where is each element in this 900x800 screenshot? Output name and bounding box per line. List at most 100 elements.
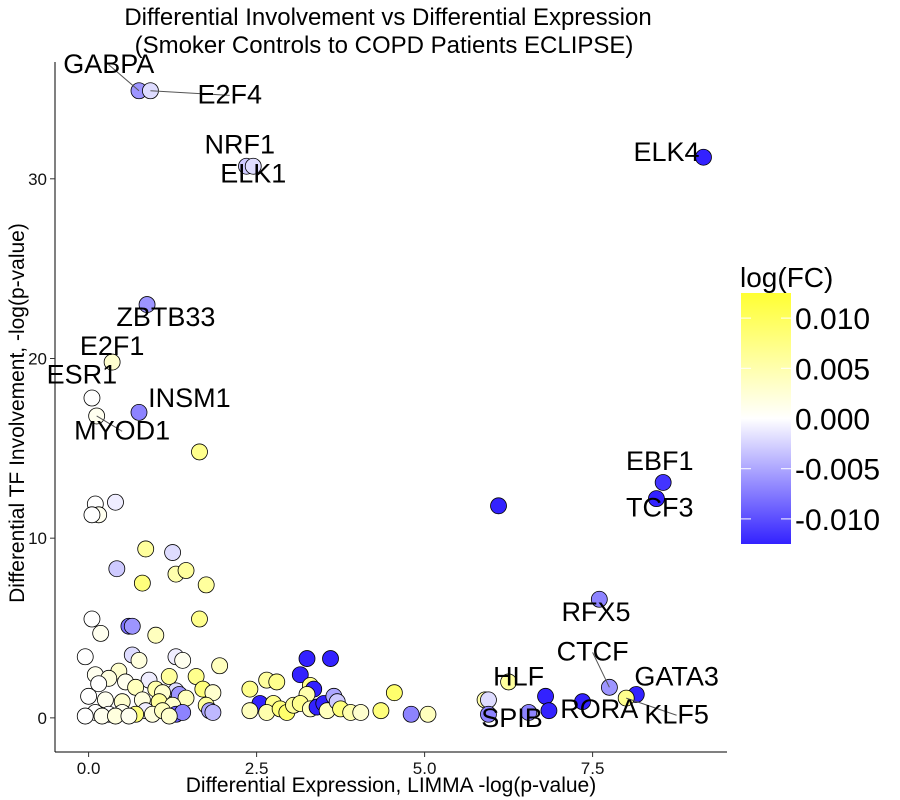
data-point <box>402 705 420 723</box>
data-point <box>211 657 229 675</box>
y-axis-title: Differential TF Involvement, -log(p-valu… <box>6 223 29 603</box>
point-label: RORA <box>560 694 638 724</box>
label-leader-line <box>150 90 230 96</box>
data-point <box>130 403 148 421</box>
data-point <box>90 675 108 693</box>
data-point <box>480 705 497 723</box>
label-leader-line <box>108 64 140 92</box>
data-point <box>648 490 665 508</box>
data-point <box>123 617 141 635</box>
data-point <box>83 389 101 407</box>
point-label: GATA3 <box>634 662 719 692</box>
data-point <box>83 610 101 628</box>
data-point <box>164 544 182 561</box>
x-tick-label: 7.5 <box>581 759 605 778</box>
data-point <box>291 666 309 684</box>
data-point <box>204 704 222 721</box>
data-point <box>385 684 403 702</box>
y-tick-label: 20 <box>28 349 47 368</box>
data-point <box>241 680 259 698</box>
point-label: INSM1 <box>148 383 231 413</box>
data-point <box>520 704 538 721</box>
data-point <box>76 707 94 725</box>
data-point <box>654 474 672 491</box>
data-point <box>92 625 110 642</box>
point-label: GABPA <box>63 49 154 79</box>
point-label: KLF5 <box>644 699 709 729</box>
data-point <box>500 673 518 691</box>
data-point <box>268 673 286 691</box>
data-point <box>160 707 178 725</box>
point-label: E2F4 <box>197 79 262 109</box>
data-point <box>107 493 124 511</box>
point-label: RFX5 <box>561 597 630 627</box>
point-label: ZBTB33 <box>116 302 215 332</box>
x-axis-title: Differential Expression, LIMMA -log(p-va… <box>186 774 596 797</box>
data-point <box>372 702 390 720</box>
data-point <box>160 668 178 685</box>
label-leader-line <box>626 697 677 716</box>
data-point <box>298 650 316 667</box>
data-point <box>695 148 712 166</box>
legend-title: log(FC) <box>740 262 833 293</box>
data-point <box>197 576 215 594</box>
color-legend: log(FC) 0.010 0.005 0.000 -0.005 -0.010 <box>740 262 880 544</box>
data-point <box>120 707 138 725</box>
data-point <box>80 687 97 705</box>
legend-tick-label: -0.005 <box>795 454 880 487</box>
legend-tick-label: 0.005 <box>795 353 870 386</box>
point-label: NRF1 <box>205 130 276 160</box>
legend-tick-label: 0.010 <box>795 303 870 336</box>
data-point <box>147 626 165 644</box>
point-label: CTCF <box>557 636 629 666</box>
legend-tick-label: 0.000 <box>795 404 870 437</box>
point-label: HLF <box>493 662 544 692</box>
legend-ticks: 0.010 0.005 0.000 -0.005 -0.010 <box>741 303 880 537</box>
data-point <box>244 157 262 175</box>
data-point <box>419 705 437 723</box>
legend-tick-label: -0.010 <box>795 504 880 537</box>
label-leader-line <box>592 652 610 688</box>
data-point <box>83 506 101 524</box>
point-label: E2F1 <box>80 331 145 361</box>
data-point <box>108 560 126 578</box>
data-point <box>540 702 558 720</box>
data-point <box>191 610 208 628</box>
data-point <box>130 651 148 669</box>
data-point <box>133 574 151 592</box>
point-label: ELK4 <box>633 137 699 167</box>
chart-subtitle: (Smoker Controls to COPD Patients ECLIPS… <box>135 32 634 59</box>
point-label: TCF3 <box>626 493 694 523</box>
x-tick-label: 5.0 <box>413 759 437 778</box>
data-point <box>191 443 208 461</box>
data-point <box>590 590 608 608</box>
y-tick-label: 10 <box>28 529 47 548</box>
point-label: ESR1 <box>47 360 118 390</box>
point-label: SPIB <box>481 703 543 733</box>
data-point <box>103 353 121 371</box>
data-point <box>322 650 339 667</box>
x-tick-label: 0.0 <box>77 759 101 778</box>
data-point <box>137 540 155 558</box>
y-tick-label: 30 <box>28 170 47 189</box>
point-label: ELK1 <box>220 158 286 188</box>
data-point <box>352 704 370 721</box>
data-point <box>177 562 195 579</box>
label-leader-line <box>96 415 123 432</box>
x-axis-ticks: 0.0 2.5 5.0 7.5 <box>77 752 605 778</box>
point-label: MYOD1 <box>74 415 170 445</box>
data-point <box>76 648 94 666</box>
chart-title: Differential Involvement vs Differential… <box>124 4 651 31</box>
point-label: EBF1 <box>626 446 694 476</box>
data-point <box>574 693 591 711</box>
data-point <box>490 497 507 515</box>
x-tick-label: 2.5 <box>245 759 269 778</box>
y-tick-label: 0 <box>38 709 47 728</box>
data-point <box>241 702 259 720</box>
data-point <box>138 296 156 313</box>
data-point <box>174 651 192 669</box>
y-axis-ticks: 0 10 20 30 <box>28 170 55 728</box>
points-layer <box>76 82 712 725</box>
